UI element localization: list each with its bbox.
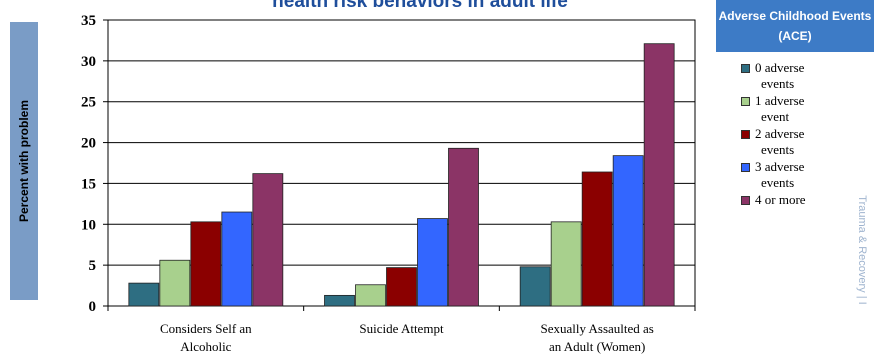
watermark: Trauma & Recovery | I: [849, 150, 875, 356]
legend-label: event: [761, 109, 790, 124]
x-category-label: Suicide Attempt: [359, 321, 444, 336]
y-tick-label: 25: [81, 95, 96, 111]
watermark-text: Trauma & Recovery | I: [856, 195, 868, 305]
y-tick-label: 10: [81, 217, 96, 233]
y-tick-label: 5: [89, 258, 97, 274]
legend-title: Adverse Childhood Events (ACE): [716, 0, 874, 52]
bar: [386, 267, 417, 307]
legend-label: events: [761, 76, 795, 91]
y-tick-label: 0: [89, 299, 97, 315]
bar: [190, 221, 222, 307]
chart-title: health risk behaviors in adult life: [272, 0, 568, 12]
x-category-label: Sexually Assaulted as: [540, 321, 653, 336]
legend-item: 1 adverse event: [741, 93, 861, 125]
legend-label: events: [761, 142, 795, 157]
bar: [448, 147, 479, 307]
bar: [550, 221, 582, 307]
y-axis-label-box: [10, 22, 38, 300]
bar: [643, 43, 675, 307]
legend-swatch: [741, 64, 750, 73]
legend-item: 4 or more: [741, 192, 861, 208]
y-tick-label: 30: [81, 54, 96, 70]
x-category-label: an Adult (Women): [549, 339, 645, 354]
legend-label: 0 adverse: [755, 60, 805, 75]
bar: [417, 218, 448, 307]
legend-label: events: [761, 175, 795, 190]
bar: [612, 155, 644, 307]
legend-item: 2 adverse events: [741, 126, 861, 158]
bar: [581, 171, 613, 307]
legend: 0 adverse events 1 adverse event 2 adverse ev…: [741, 60, 861, 209]
legend-label: 1 adverse: [755, 93, 805, 108]
legend-label: 2 adverse: [755, 126, 805, 141]
y-tick-label: 20: [81, 136, 96, 152]
x-category-label: Considers Self an: [160, 321, 252, 336]
y-tick-label: 35: [81, 13, 96, 29]
bar: [128, 282, 160, 307]
legend-label: 3 adverse: [755, 159, 805, 174]
legend-item: 0 adverse events: [741, 60, 861, 92]
legend-swatch: [741, 196, 750, 205]
bar: [252, 173, 284, 307]
bar: [519, 266, 551, 307]
bar: [159, 259, 191, 307]
legend-swatch: [741, 163, 750, 172]
bar: [324, 294, 355, 307]
legend-swatch: [741, 130, 750, 139]
y-tick-label: 15: [81, 176, 96, 192]
legend-label: 4 or more: [755, 192, 806, 207]
bar: [355, 284, 386, 307]
legend-swatch: [741, 97, 750, 106]
x-category-label: Alcoholic: [180, 339, 231, 354]
bar: [221, 211, 253, 307]
legend-item: 3 adverse events: [741, 159, 861, 191]
